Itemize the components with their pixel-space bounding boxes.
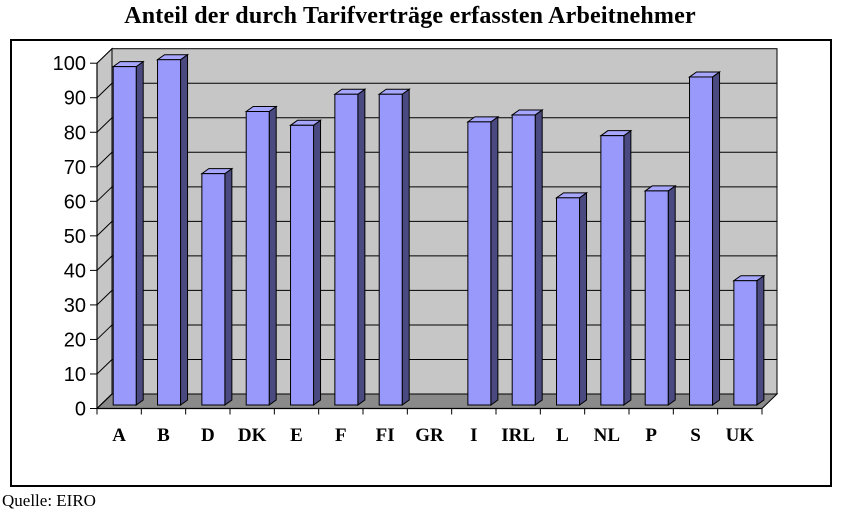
bar-front-face [334,93,359,406]
x-axis-label-F: F [335,425,347,446]
bar-front-face [157,59,182,406]
y-axis-label-60: 60 [64,191,86,213]
x-axis-label-P: P [645,425,657,446]
bar-UK[interactable] [732,274,766,406]
y-axis-label-90: 90 [64,88,86,110]
source-caption: Quelle: EIRO [2,491,96,510]
bar-side-face [224,167,233,406]
bar-P[interactable] [643,184,677,406]
x-axis-label-S: S [690,425,701,446]
bar-DK[interactable] [244,105,278,406]
bar-side-face [135,60,144,406]
bar-E[interactable] [288,119,323,406]
gridline-depth-90 [96,82,113,99]
bar-chart-3d: 0 10 20 30 40 50 60 70 80 90 100 A B D DK E F FI GR I IRL L NL… [53,47,779,446]
bar-B[interactable] [155,53,190,406]
y-axis-label-50: 50 [64,226,86,248]
x-axis-label-L: L [556,425,569,446]
bar-front-face [467,121,492,406]
bar-A[interactable] [111,60,145,406]
bar-front-face [290,124,315,406]
gridline-depth-60 [96,186,113,202]
gridline-depth-50 [96,220,113,237]
bar-front-face [689,76,714,406]
x-axis-label-GR: GR [415,425,444,446]
x-axis-label-NL: NL [594,425,620,446]
bar-front-face [511,114,536,406]
bar-S[interactable] [687,70,722,406]
bar-D[interactable] [200,167,234,406]
bar-side-face [268,105,277,406]
chart-frame: 0 10 20 30 40 50 60 70 80 90 100 A B D DK E F FI GR I IRL L NL… [10,39,832,487]
bar-front-face [112,66,137,406]
bar-side-face [180,53,189,406]
gridline-depth-100 [96,48,113,64]
gridline-depth-40 [96,255,113,271]
y-axis-label-20: 20 [64,329,86,351]
bar-NL[interactable] [599,129,633,406]
bar-side-face [490,115,499,406]
bar-side-face [401,88,410,406]
chart-title: Anteil der durch Tarifverträge erfassten… [124,3,696,29]
bar-front-face [201,173,226,406]
bar-side-face [667,184,676,406]
gridline-depth-70 [96,151,113,168]
x-axis-label-FI: FI [376,425,395,446]
gridline-depth-30 [96,290,113,306]
bar-side-face [357,88,366,406]
y-axis-label-40: 40 [64,260,86,282]
bar-L[interactable] [554,191,589,406]
bar-side-face [534,108,543,406]
bar-front-face [733,280,758,406]
bar-side-face [712,70,721,406]
x-axis-label-UK: UK [726,425,755,446]
bar-side-face [756,274,765,406]
y-axis-label-80: 80 [64,122,86,144]
y-axis-label-70: 70 [64,157,86,179]
x-axis-label-I: I [470,425,477,446]
gridline-depth-10 [96,359,113,375]
bar-front-face [644,190,669,406]
bar-front-face [378,93,403,406]
x-axis-label-E: E [290,425,303,446]
bar-side-face [313,119,322,406]
bar-IRL[interactable] [510,108,544,406]
gridline-depth-80 [96,117,113,133]
x-axis-label-DK: DK [238,425,267,446]
bar-side-face [579,191,588,406]
x-axis-label-D: D [201,425,215,446]
bar-I[interactable] [466,115,500,406]
bar-front-face [245,110,270,406]
y-axis-label-0: 0 [75,399,86,421]
x-axis-label-IRL: IRL [501,425,535,446]
y-axis-label-100: 100 [53,53,86,75]
y-axis-label-10: 10 [64,364,86,386]
gridline-depth-20 [96,324,113,340]
bar-F[interactable] [333,88,367,406]
bar-side-face [623,129,632,406]
gridline-depth-0 [96,393,113,409]
x-axis-label-A: A [112,425,126,446]
y-axis-label-30: 30 [64,295,86,317]
bar-front-face [600,135,625,406]
bar-FI[interactable] [377,88,411,406]
bar-front-face [556,197,581,406]
x-axis-label-B: B [157,425,170,446]
